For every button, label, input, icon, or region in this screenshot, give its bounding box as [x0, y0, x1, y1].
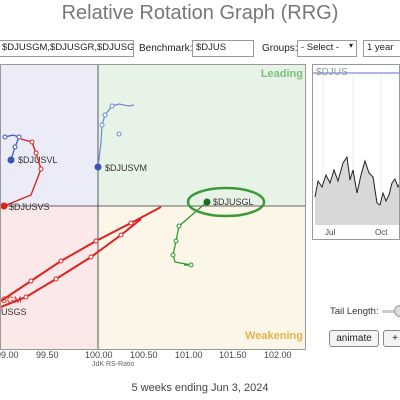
svl-tail-point: [12, 144, 18, 150]
groups-label: Groups:: [262, 43, 298, 54]
sgm-tail-point: [58, 258, 64, 264]
svl-head: [7, 156, 15, 164]
chevron-down-icon: ▾: [348, 41, 353, 50]
benchmark-label: Benchmark:: [139, 43, 193, 54]
tail-length-label: Tail Length:: [330, 306, 379, 317]
sgm-tail-point: [93, 238, 99, 244]
x-tick: 100.00: [85, 350, 113, 360]
svs-head: [1, 202, 8, 210]
plus-button[interactable]: +: [383, 330, 400, 347]
svm-tail: [97, 103, 135, 168]
x-tick: 101.50: [219, 350, 247, 360]
symbols-input[interactable]: $DJUSGM,$DJUSGR,$DJUSGS: [0, 40, 134, 57]
sgl-tail-point: [173, 238, 179, 244]
benchmark-price-line: [314, 155, 399, 206]
x-tick: 99.00: [0, 350, 19, 360]
sgs-tail-point: [118, 232, 124, 238]
tail-length-slider-track[interactable]: [382, 310, 400, 313]
svs-tail-point: [38, 166, 44, 172]
date-range-caption: 5 weeks ending Jun 3, 2024: [131, 382, 269, 394]
benchmark-input[interactable]: $DJUS: [192, 40, 254, 57]
svm-label: $DJUSVM: [105, 163, 147, 173]
svs-tail-point: [33, 150, 39, 156]
sgl-label: $DJUSGL: [213, 197, 254, 207]
sgl-head: [203, 198, 211, 206]
x-tick: 100.50: [130, 350, 158, 360]
svm-tail-point: [116, 131, 122, 137]
svm-tail-point: [109, 103, 115, 109]
benchmark-x-tick: Jul: [325, 228, 336, 237]
sgm-tail-point: [128, 220, 134, 226]
toolbar: $DJUSGM,$DJUSGR,$DJUSGS Benchmark: $DJUS…: [0, 40, 400, 58]
svs-label: $DJUSVS: [9, 202, 50, 212]
quadrant-leading: [98, 65, 305, 206]
rrg-chart[interactable]: Leading Weakening $DJUSVM $DJUSVL $DJUSV…: [0, 64, 306, 350]
sgm-tail: [1, 206, 162, 302]
x-tick: 101.00: [175, 350, 203, 360]
sgs-tail: [1, 218, 142, 308]
sgs-tail-point: [23, 294, 29, 300]
sgm-tail-point: [28, 278, 34, 284]
period-select-value: 1 year: [367, 42, 394, 53]
svl-tail-point: [16, 134, 22, 140]
rrg-chart-svg: Leading Weakening $DJUSVM $DJUSVL $DJUSV…: [1, 65, 305, 349]
quadrant-weakening: [98, 206, 305, 349]
quadrant-label-leading: Leading: [261, 68, 303, 80]
quadrant-label-weakening: Weakening: [245, 330, 303, 342]
x-axis-label: JdK RS-Ratio: [92, 361, 135, 368]
benchmark-price-svg: [313, 72, 399, 225]
x-tick: 99.50: [36, 350, 59, 360]
benchmark-x-tick: Oct: [375, 228, 388, 237]
x-axis: 99.00 99.50 100.00 100.50 101.00 101.50 …: [0, 350, 306, 368]
groups-select-value: - Select -: [301, 42, 340, 53]
sgs-label: USGS: [1, 307, 27, 317]
sgs-tail-point: [53, 276, 59, 282]
sgl-tail-point: [176, 223, 182, 229]
highlight-ellipse: [186, 186, 266, 218]
svm-tail-point: [102, 112, 108, 118]
svm-tail-point: [99, 122, 105, 128]
benchmark-price-panel: $DJUS Jul Oct: [312, 64, 400, 240]
svs-tail-point: [29, 139, 35, 145]
benchmark-price-area: [315, 157, 399, 225]
svl-tail-point: [2, 134, 8, 140]
svm-head: [94, 163, 102, 171]
animate-button[interactable]: animate: [329, 330, 379, 347]
groups-select[interactable]: - Select - ▾: [297, 40, 357, 57]
sgm-label: SGM: [1, 295, 22, 305]
sgl-tail-point: [188, 262, 194, 268]
tail-length-slider-thumb[interactable]: [394, 305, 400, 317]
period-select[interactable]: 1 year: [363, 40, 400, 57]
x-tick: 102.00: [264, 350, 292, 360]
quadrant-lagging: [1, 206, 98, 349]
page-title: Relative Rotation Graph (RRG): [61, 2, 339, 24]
sgl-tail-point: [170, 252, 176, 258]
sgs-tail-point: [88, 254, 94, 260]
